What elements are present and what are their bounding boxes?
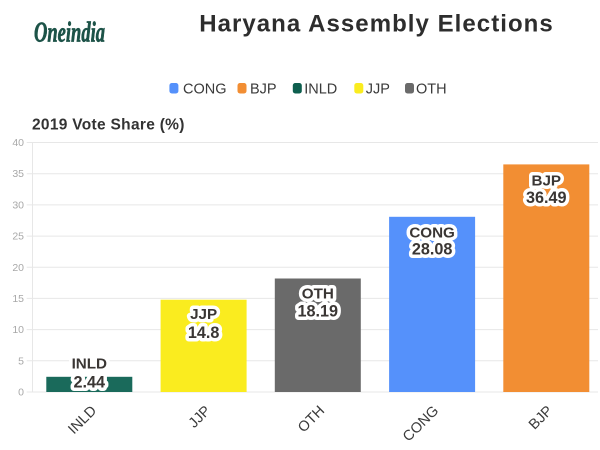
svg-text:OTH: OTH [416,81,447,97]
svg-text:35: 35 [12,168,24,180]
svg-text:Oneindia: Oneindia [34,18,105,49]
svg-text:18.19: 18.19 [298,303,339,321]
svg-text:28.08: 28.08 [412,241,453,259]
svg-text:40: 40 [12,137,24,149]
svg-text:CONG: CONG [409,224,455,241]
svg-text:Haryana Assembly Elections: Haryana Assembly Elections [199,10,554,37]
svg-text:36.49: 36.49 [526,189,567,207]
svg-text:OTH: OTH [302,286,334,303]
svg-text:INLD: INLD [304,81,337,97]
svg-text:BJP: BJP [532,172,562,189]
svg-text:10: 10 [12,324,24,336]
svg-text:JJP: JJP [190,306,217,323]
svg-text:14.8: 14.8 [188,324,220,342]
svg-text:30: 30 [12,199,24,211]
svg-text:INLD: INLD [72,356,107,373]
svg-text:BJP: BJP [250,81,277,97]
svg-text:20: 20 [12,262,24,274]
svg-text:2.44: 2.44 [74,373,106,391]
svg-text:25: 25 [12,231,24,243]
svg-text:CONG: CONG [183,81,227,97]
svg-text:JJP: JJP [366,81,390,97]
svg-text:2019 Vote Share (%): 2019 Vote Share (%) [32,116,185,133]
svg-text:15: 15 [12,293,24,305]
svg-text:5: 5 [18,355,24,367]
svg-text:0: 0 [18,387,24,399]
